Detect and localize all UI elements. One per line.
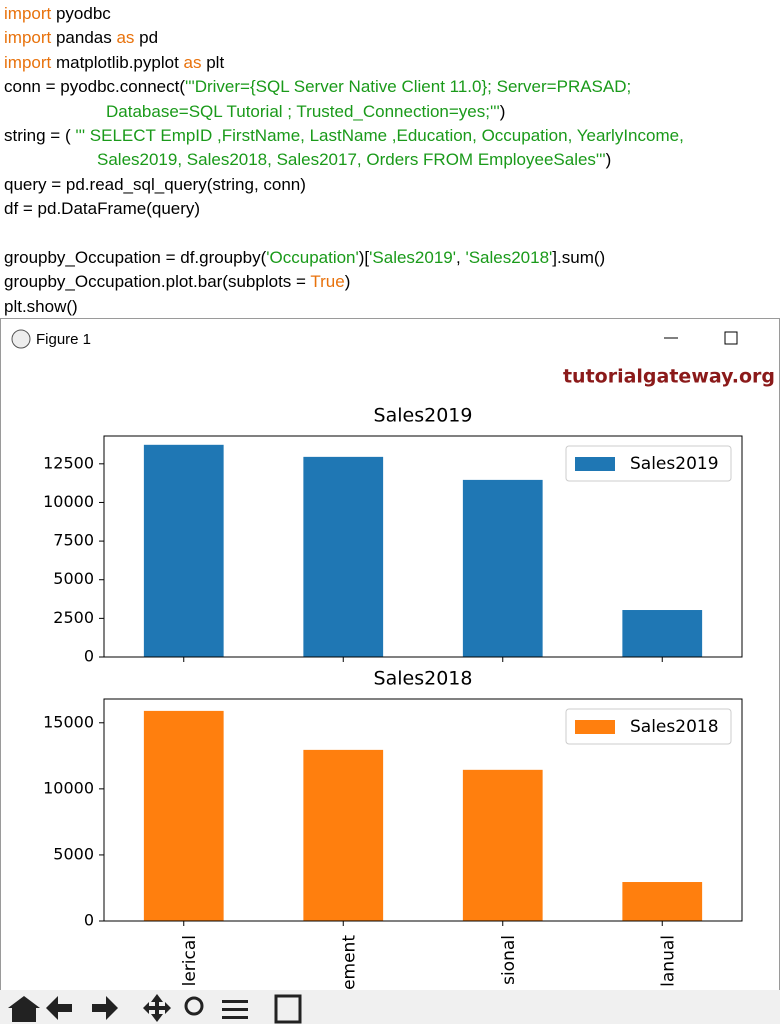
y-tick-label: 2500	[53, 608, 94, 627]
code-line: query = pd.read_sql_query(string, conn)	[4, 173, 684, 197]
y-tick-label: 5000	[53, 844, 94, 863]
axes-frame	[103, 698, 743, 922]
code-token: )[	[358, 247, 370, 267]
save-button[interactable]	[274, 994, 302, 1024]
home-button[interactable]	[8, 996, 40, 1022]
code-line: groupby_Occupation = df.groupby('Occupat…	[4, 246, 684, 270]
code-line	[4, 222, 684, 246]
y-tick-label: 0	[84, 911, 94, 930]
y-tick-label: 7500	[53, 531, 94, 550]
app-icon	[11, 329, 31, 349]
figure-window: Figure 1 tutorialgateway.org Sales2019 0 2…	[0, 318, 780, 1024]
code-token: as	[183, 52, 202, 72]
legend-box	[565, 708, 732, 745]
forward-button[interactable]	[92, 996, 118, 1020]
window-title: Figure 1	[36, 331, 91, 348]
code-token: conn = pyodbc.connect(	[4, 77, 185, 97]
x-tick-label: sional	[499, 935, 519, 985]
code-token: import	[4, 52, 52, 72]
code-token: as	[116, 28, 135, 48]
code-token: query = pd.read_sql_query(string, conn)	[4, 174, 306, 194]
bar	[462, 769, 543, 921]
code-token: plt.show()	[4, 296, 78, 316]
code-token: import	[4, 28, 52, 48]
code-line: df = pd.DataFrame(query)	[4, 197, 684, 221]
x-tick-label: lanual	[658, 935, 678, 987]
x-tick-label: ement	[339, 935, 359, 990]
code-line: string = ( ''' SELECT EmpID ,FirstName, …	[4, 124, 684, 148]
code-token: ,	[456, 247, 466, 267]
bar	[622, 610, 703, 657]
code-token: import	[4, 4, 52, 23]
bar	[303, 456, 384, 657]
code-token: )	[344, 272, 351, 292]
code-line: import matplotlib.pyplot as plt	[4, 51, 684, 75]
y-tick-label: 15000	[43, 712, 94, 731]
code-token: string = (	[4, 125, 76, 145]
bar	[462, 479, 543, 657]
y-tick-label: 0	[84, 647, 94, 666]
code-token: True	[310, 272, 345, 292]
axes-frame	[103, 435, 743, 658]
maximize-button[interactable]	[724, 331, 738, 345]
code-line: groupby_Occupation.plot.bar(subplots = T…	[4, 270, 684, 294]
code-token: pd	[134, 28, 159, 48]
code-token: pandas	[51, 28, 117, 48]
code-editor: import pyodbc import pandas as pd import m…	[4, 2, 684, 319]
zoom-button[interactable]	[184, 996, 204, 1016]
back-button[interactable]	[46, 996, 72, 1020]
legend-swatch	[575, 720, 615, 734]
code-token: df = pd.DataFrame(query)	[4, 199, 201, 219]
code-token: Sales2019, Sales2018, Sales2017, Orders …	[97, 150, 606, 170]
bar	[303, 749, 384, 921]
code-token: ].sum()	[552, 247, 606, 267]
code-line: import pyodbc	[4, 2, 684, 26]
y-tick-label: 10000	[43, 492, 94, 511]
code-token: 'Sales2018'	[465, 247, 553, 267]
code-token: )	[605, 150, 612, 170]
bar	[143, 444, 224, 657]
legend-label: Sales2019	[630, 454, 719, 474]
code-line: import pandas as pd	[4, 26, 684, 50]
y-tick-label: 12500	[43, 453, 94, 472]
code-line: Database=SQL Tutorial ; Trusted_Connecti…	[4, 100, 684, 124]
code-token: pyodbc	[51, 4, 111, 23]
legend-swatch	[575, 457, 615, 471]
x-tick-label: lerical	[180, 935, 200, 986]
y-tick-label: 5000	[53, 569, 94, 588]
code-token: ''' SELECT EmpID ,FirstName, LastName ,E…	[75, 125, 684, 145]
y-tick-label: 10000	[43, 778, 94, 797]
code-token: )	[499, 101, 506, 121]
bar	[622, 882, 703, 921]
legend-box	[565, 445, 732, 482]
code-token: groupby_Occupation = df.groupby(	[4, 247, 267, 267]
code-line: plt.show()	[4, 295, 684, 319]
chart-title: Sales2019	[374, 405, 473, 427]
toolbar-icons	[8, 994, 302, 1024]
chart-title: Sales2018	[374, 668, 473, 690]
toolbar	[0, 990, 780, 1024]
bar	[143, 710, 224, 921]
code-token: plt	[201, 52, 225, 72]
legend-label: Sales2018	[630, 717, 719, 737]
code-token: groupby_Occupation.plot.bar(subplots =	[4, 272, 311, 292]
code-line: conn = pyodbc.connect('''Driver={SQL Ser…	[4, 75, 684, 99]
code-token: 'Occupation'	[266, 247, 359, 267]
code-token: matplotlib.pyplot	[51, 52, 184, 72]
configure-button[interactable]	[222, 1000, 248, 1019]
watermark: tutorialgateway.org	[563, 366, 775, 388]
code-token: 'Sales2019'	[369, 247, 456, 267]
code-line: Sales2019, Sales2018, Sales2017, Orders …	[4, 148, 684, 172]
pan-button[interactable]	[143, 994, 171, 1022]
code-token: '''Driver={SQL Server Native Client 11.0…	[184, 77, 632, 97]
code-token: Database=SQL Tutorial ; Trusted_Connecti…	[106, 101, 500, 121]
